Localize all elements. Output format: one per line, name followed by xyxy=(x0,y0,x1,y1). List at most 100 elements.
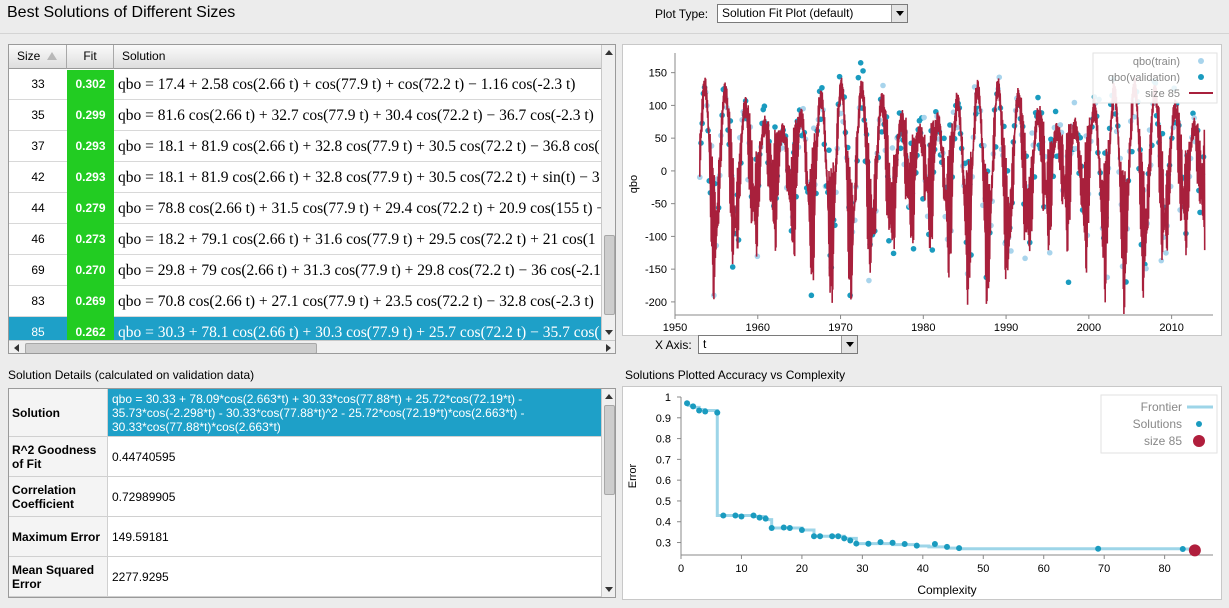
y-tick-label: 0.7 xyxy=(656,454,671,466)
table-row[interactable]: 85 0.262 qbo = 30.3 + 78.1 cos(2.66 t) + 3… xyxy=(9,317,601,340)
column-header-solution[interactable]: Solution xyxy=(114,45,615,69)
details-title: Solution Details (calculated on validati… xyxy=(8,368,255,382)
row-solution: qbo = 81.6 cos(2.66 t) + 32.7 cos(77.9 t… xyxy=(118,107,594,124)
detail-value-solution[interactable]: qbo = 30.33 + 78.09*cos(2.663*t) + 30.33… xyxy=(108,389,601,436)
table-horizontal-scrollbar[interactable] xyxy=(9,340,615,353)
y-axis-title: qbo xyxy=(628,175,640,193)
validation-point xyxy=(772,124,778,130)
solution-point xyxy=(696,407,703,414)
validation-point xyxy=(857,60,864,66)
table-vertical-scrollbar[interactable] xyxy=(601,45,615,340)
x-tick-label: 0 xyxy=(678,563,684,575)
column-header-fit[interactable]: Fit xyxy=(67,45,114,69)
legend-label-validation: qbo(validation) xyxy=(1108,72,1180,84)
x-axis-value: t xyxy=(703,337,707,351)
detail-label: Maximum Error xyxy=(9,517,108,556)
table-row[interactable]: 37 0.293 qbo = 18.1 + 81.9 cos(2.66 t) + 3… xyxy=(9,131,601,162)
solution-point xyxy=(811,533,817,540)
train-point xyxy=(889,145,896,151)
validation-point xyxy=(729,264,736,270)
x-tick-label: 1980 xyxy=(911,322,935,334)
solution-point xyxy=(690,403,697,410)
solution-point xyxy=(1095,545,1102,552)
row-solution: qbo = 18.2 + 79.1 cos(2.66 t) + 31.6 cos… xyxy=(118,231,596,248)
table-row[interactable]: 44 0.279 qbo = 78.8 cos(2.66 t) + 31.5 cos… xyxy=(9,193,601,224)
solution-point xyxy=(750,512,757,519)
solution-point xyxy=(841,535,848,542)
train-point xyxy=(1072,145,1079,152)
plot-type-select[interactable]: Solution Fit Plot (default) xyxy=(717,4,908,23)
solution-point xyxy=(714,409,721,416)
legend-swatch-selected xyxy=(1193,435,1205,447)
table-row[interactable]: 83 0.269 qbo = 70.8 cos(2.66 t) + 27.1 cos… xyxy=(9,286,601,317)
legend-swatch-train xyxy=(1198,58,1204,64)
x-axis-select[interactable]: t xyxy=(698,335,858,354)
scroll-up-icon[interactable] xyxy=(602,389,615,404)
detail-label: R^2 Goodness of Fit xyxy=(9,437,108,476)
scroll-right-icon[interactable] xyxy=(601,341,615,353)
x-tick-label: 70 xyxy=(1098,563,1110,575)
solution-point xyxy=(853,540,860,547)
x-tick-label: 20 xyxy=(796,563,808,575)
legend-label-fit: size 85 xyxy=(1145,88,1180,100)
validation-point xyxy=(1197,209,1203,216)
fit-plot-svg: 1950 1960 1970 1980 1990 2000 2010 150 100 50 0 -50… xyxy=(628,52,1218,334)
row-size: 35 xyxy=(31,108,45,122)
table-row[interactable]: 69 0.270 qbo = 29.8 + 79 cos(2.66 t) + 31.… xyxy=(9,255,601,286)
validation-point xyxy=(1065,279,1072,286)
row-solution: qbo = 29.8 + 79 cos(2.66 t) + 31.3 cos(7… xyxy=(118,262,601,279)
details-scroll-thumb[interactable] xyxy=(604,405,615,495)
frontier-line xyxy=(687,403,1197,551)
solution-point xyxy=(780,524,787,531)
row-fit: 0.293 xyxy=(67,162,114,193)
scroll-up-icon[interactable] xyxy=(602,45,615,60)
train-point xyxy=(866,277,872,284)
detail-row-correlation: Correlation Coefficient 0.72989905 xyxy=(9,477,601,517)
sort-asc-icon xyxy=(47,52,57,60)
x-tick-label: 40 xyxy=(917,563,929,575)
row-fit: 0.299 xyxy=(67,100,114,131)
y-tick-label: 100 xyxy=(649,100,667,112)
scroll-down-icon[interactable] xyxy=(602,325,615,340)
solution-point xyxy=(756,514,763,521)
row-size: 42 xyxy=(31,170,45,184)
validation-point xyxy=(860,68,866,74)
detail-row-r2: R^2 Goodness of Fit 0.44740595 xyxy=(9,437,601,477)
selected-solution-point xyxy=(1188,544,1201,557)
chevron-down-icon[interactable] xyxy=(841,336,857,353)
solutions-table: Size Fit Solution 33 0.302 qbo = 17.4 + 2.… xyxy=(8,44,616,354)
train-point xyxy=(1008,248,1014,254)
validation-point xyxy=(941,135,947,142)
y-tick-label: 150 xyxy=(649,68,667,80)
table-row[interactable]: 35 0.299 qbo = 81.6 cos(2.66 t) + 32.7 cos… xyxy=(9,100,601,131)
column-header-size[interactable]: Size xyxy=(9,45,67,69)
legend-label-selected: size 85 xyxy=(1144,434,1182,448)
table-row[interactable]: 33 0.302 qbo = 17.4 + 2.58 cos(2.66 t) + c… xyxy=(9,70,601,100)
detail-row-solution: Solution qbo = 30.33 + 78.09*cos(2.663*t… xyxy=(9,389,601,437)
solution-point xyxy=(829,533,836,540)
table-vertical-scroll-thumb[interactable] xyxy=(604,235,615,315)
train-point xyxy=(1057,122,1064,128)
chevron-down-icon[interactable] xyxy=(891,5,907,22)
solution-point xyxy=(901,540,908,547)
table-horizontal-scroll-thumb[interactable] xyxy=(25,343,317,353)
scroll-down-icon[interactable] xyxy=(602,582,615,597)
validation-point xyxy=(761,103,768,109)
table-row[interactable]: 46 0.273 qbo = 18.2 + 79.1 cos(2.66 t) + 3… xyxy=(9,224,601,255)
y-tick-label: 0.8 xyxy=(656,434,671,446)
train-point xyxy=(921,114,927,121)
fit-line-size-85 xyxy=(699,77,1206,315)
row-fit: 0.293 xyxy=(67,131,114,162)
scroll-left-icon[interactable] xyxy=(9,341,24,353)
y-tick-label: 0 xyxy=(661,166,667,178)
details-vertical-scrollbar[interactable] xyxy=(601,389,615,597)
row-solution: qbo = 17.4 + 2.58 cos(2.66 t) + cos(77.9… xyxy=(118,76,576,93)
row-fit: 0.279 xyxy=(67,193,114,224)
legend-label-frontier: Frontier xyxy=(1141,400,1182,414)
validation-point xyxy=(897,145,904,152)
solution-point xyxy=(738,513,745,520)
y-tick-label: 0.6 xyxy=(656,475,671,487)
solution-point xyxy=(835,533,842,540)
row-fit: 0.270 xyxy=(67,255,114,286)
table-row[interactable]: 42 0.293 qbo = 18.1 + 81.9 cos(2.66 t) + 3… xyxy=(9,162,601,193)
